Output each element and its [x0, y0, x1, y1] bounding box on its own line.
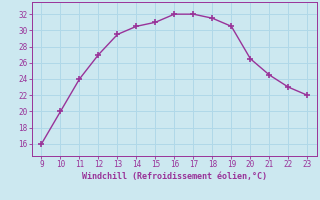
- X-axis label: Windchill (Refroidissement éolien,°C): Windchill (Refroidissement éolien,°C): [82, 172, 267, 181]
